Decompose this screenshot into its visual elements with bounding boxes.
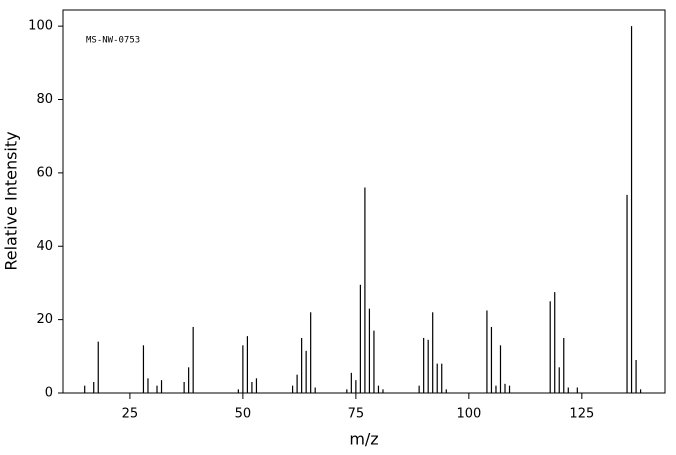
y-tick-label: 40 — [36, 239, 53, 254]
y-tick-label: 80 — [36, 92, 53, 107]
x-tick-label: 50 — [235, 407, 252, 422]
y-tick-label: 0 — [45, 386, 53, 401]
y-tick-label: 100 — [28, 19, 53, 34]
x-tick-label: 125 — [569, 407, 594, 422]
x-tick-label: 75 — [348, 407, 365, 422]
y-tick-label: 60 — [36, 165, 53, 180]
x-tick-label: 100 — [456, 407, 481, 422]
x-axis-label: m/z — [349, 430, 378, 449]
y-tick-label: 20 — [36, 312, 53, 327]
plot-frame — [62, 9, 666, 394]
x-tick-label: 25 — [122, 407, 139, 422]
y-axis-label: Relative Intensity — [2, 131, 21, 270]
annotation: MS-NW-0753 — [86, 36, 140, 46]
